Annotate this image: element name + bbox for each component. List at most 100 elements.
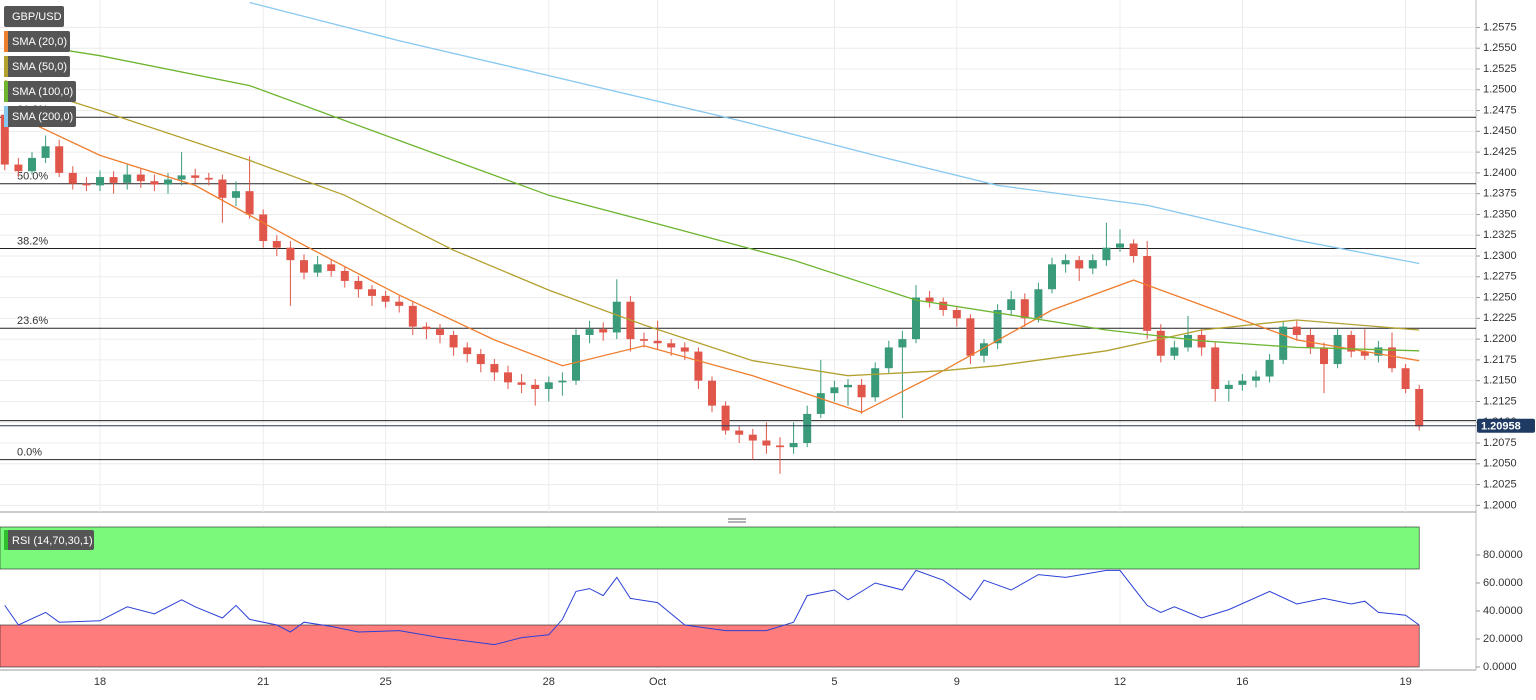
legend-item[interactable]: SMA (100,0)	[4, 81, 76, 102]
x-tick-label: 21	[257, 676, 269, 688]
candle-body	[884, 347, 893, 369]
candle-body	[1170, 347, 1179, 356]
candle-body	[1388, 347, 1396, 369]
y-tick-label: 1.2400	[1483, 167, 1517, 179]
candle-body	[830, 387, 839, 394]
candle-body	[939, 301, 948, 311]
rsi-legend[interactable]: RSI (14,70,30,1)	[4, 530, 94, 550]
candle-body	[1211, 347, 1220, 389]
candle-body	[68, 172, 77, 184]
candle-body	[544, 382, 553, 389]
candle-body	[517, 382, 526, 385]
candle-body	[1088, 260, 1097, 269]
legend-item[interactable]: GBP/USD	[4, 6, 64, 27]
x-tick-label: 18	[94, 676, 106, 688]
resize-handle[interactable]	[728, 518, 746, 523]
candle-body	[1184, 334, 1192, 348]
x-tick-label: 19	[1399, 676, 1411, 688]
candle-body	[55, 146, 64, 173]
y-tick-label: 1.2550	[1483, 42, 1517, 54]
legend-item[interactable]: SMA (200,0)	[4, 106, 76, 127]
y-tick-label: 1.2525	[1483, 63, 1517, 75]
candle-body	[1048, 264, 1056, 290]
candle-body	[735, 430, 744, 435]
fib-label: 50.0%	[17, 171, 48, 183]
y-tick-label: 1.2175	[1483, 354, 1517, 366]
legend-text: GBP/USD	[12, 11, 62, 23]
candle-body	[680, 347, 689, 352]
candle-body	[857, 384, 866, 398]
candle-body	[245, 191, 254, 215]
candle-body	[640, 339, 648, 341]
x-tick-label: Oct	[649, 676, 666, 688]
y-tick-label: 1.2000	[1483, 499, 1517, 511]
candle-body	[789, 443, 798, 448]
y-tick-label: 20.0000	[1483, 633, 1523, 645]
candle-body	[136, 174, 145, 182]
candle-body	[14, 164, 23, 172]
x-tick-label: 9	[954, 676, 960, 688]
y-tick-label: 1.2075	[1483, 437, 1517, 449]
candle-body	[1415, 388, 1424, 427]
candle-body	[1075, 260, 1084, 269]
candle-body	[422, 326, 431, 330]
y-tick-label: 80.0000	[1483, 549, 1523, 561]
legend-swatch	[4, 31, 8, 52]
y-tick-label: 1.2500	[1483, 84, 1517, 96]
candle-body	[272, 241, 281, 248]
candle-body	[1061, 260, 1070, 265]
candle-body	[1102, 247, 1111, 261]
candle-body	[925, 297, 934, 302]
candle-body	[381, 295, 390, 302]
candle-body	[721, 405, 730, 431]
candle-body	[558, 380, 567, 383]
y-tick-label: 0.0000	[1483, 661, 1517, 673]
y-tick-label: 1.2375	[1483, 188, 1517, 200]
fib-label: 38.2%	[17, 235, 48, 247]
candle-body	[966, 318, 975, 356]
candle-body	[1360, 351, 1369, 356]
candle-body	[1265, 359, 1274, 377]
rsi-line	[4, 569, 1420, 646]
sma-line	[4, 40, 1420, 352]
candle-body	[748, 434, 757, 441]
candle-body	[871, 368, 880, 398]
candle-body	[1306, 334, 1315, 348]
legend-item[interactable]: SMA (20,0)	[4, 31, 70, 52]
candle-body	[816, 393, 825, 414]
candle-body	[286, 247, 295, 261]
candle-body	[1238, 380, 1247, 385]
legend-swatch	[4, 81, 8, 102]
candle-body	[762, 440, 771, 446]
y-tick-label: 1.2250	[1483, 291, 1517, 303]
candle-body	[1401, 368, 1410, 389]
candle-body	[191, 175, 200, 178]
candle-body	[368, 289, 376, 296]
candle-body	[232, 191, 240, 198]
candle-body	[0, 114, 9, 165]
legend-box	[4, 106, 76, 127]
legend-swatch	[4, 106, 8, 127]
candle-body	[803, 413, 812, 444]
y-tick-label: 1.2325	[1483, 229, 1517, 241]
y-tick-label: 60.0000	[1483, 577, 1523, 589]
candle-body	[572, 334, 580, 381]
y-tick-label: 1.2575	[1483, 21, 1517, 33]
candle-body	[1129, 243, 1138, 256]
candle-body	[41, 146, 50, 158]
y-tick-label: 1.2025	[1483, 478, 1517, 490]
candle-body	[1279, 326, 1288, 360]
legend-item[interactable]: SMA (50,0)	[4, 56, 70, 77]
candle-body	[28, 157, 36, 172]
candle-body	[82, 183, 91, 186]
legend-text: RSI (14,70,30,1)	[12, 535, 93, 547]
candle-body	[1333, 334, 1342, 365]
legend-text: SMA (50,0)	[12, 61, 67, 73]
candle-body	[96, 177, 104, 186]
legend-box	[4, 56, 70, 77]
candle-body	[531, 384, 540, 389]
candle-body	[653, 340, 662, 344]
candle-body	[993, 310, 1002, 344]
candle-body	[599, 329, 608, 333]
